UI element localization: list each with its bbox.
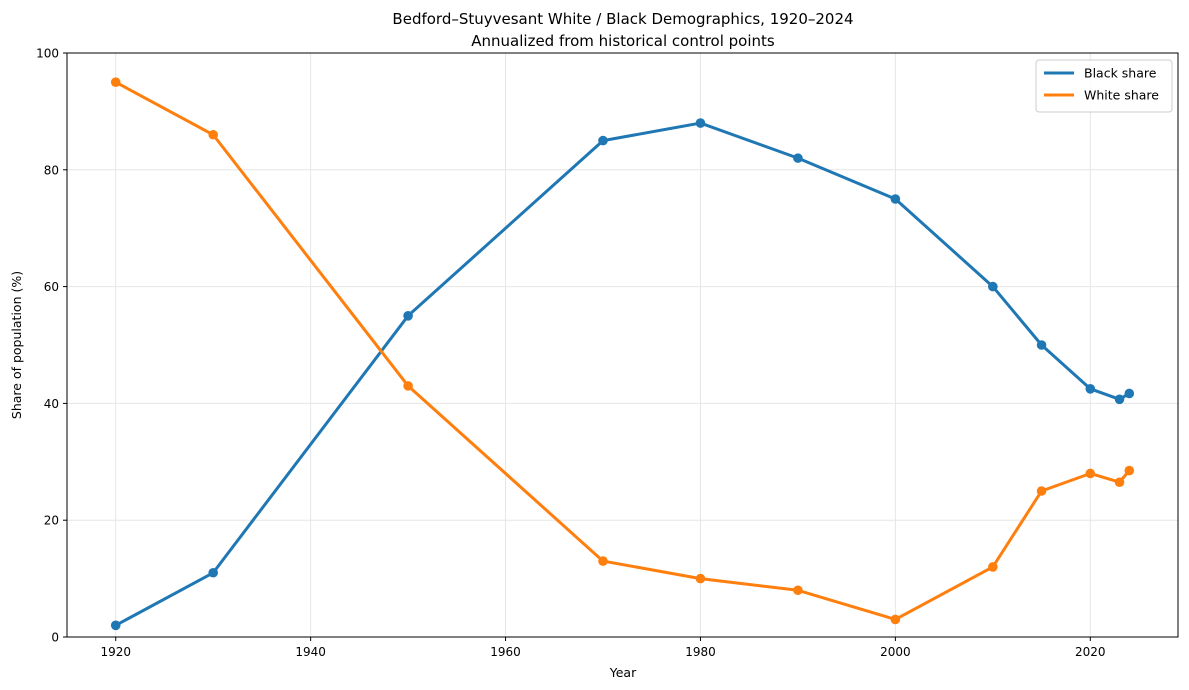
white-share-point <box>988 562 998 572</box>
white-share-point <box>1036 486 1047 496</box>
plot-frame <box>66 52 1179 638</box>
x-tick-label: 1940 <box>295 645 326 659</box>
white-share-point <box>793 585 803 596</box>
black-share-line <box>114 121 1131 627</box>
y-tick-label: 0 <box>51 631 59 645</box>
legend-label-black-share: Black share <box>1084 66 1157 81</box>
white-share-line <box>114 80 1131 621</box>
grid-lines <box>67 52 1178 638</box>
legend-label-white-share: White share <box>1084 88 1159 103</box>
black-share-point <box>890 194 901 204</box>
black-share-series <box>110 118 1135 631</box>
black-share-point <box>110 620 121 631</box>
axis-ticks: 1920 1940 1960 1980 2000 2020 0 20 40 60 80 100 <box>36 47 1105 660</box>
black-share-point <box>695 118 706 128</box>
x-tick-label: 2020 <box>1075 645 1106 659</box>
y-tick-label: 80 <box>44 163 59 177</box>
black-share-point <box>598 135 608 146</box>
black-share-point <box>1114 394 1125 405</box>
x-tick-label: 1980 <box>685 645 716 659</box>
y-tick-label: 40 <box>44 397 59 411</box>
black-share-point <box>793 153 803 163</box>
x-tick-label: 2000 <box>880 645 911 659</box>
x-axis-label: Year <box>609 665 637 680</box>
black-share-point <box>1085 384 1096 394</box>
black-share-point <box>208 567 218 578</box>
white-share-point <box>598 556 608 566</box>
white-share-point <box>695 573 706 584</box>
white-share-point <box>1085 468 1096 479</box>
white-share-point <box>890 614 901 625</box>
chart-subtitle: Annualized from historical control point… <box>471 32 775 50</box>
y-tick-label: 100 <box>36 47 59 61</box>
white-share-point <box>1124 465 1135 476</box>
black-share-point <box>1036 340 1047 350</box>
legend: Black share White share <box>1035 59 1173 113</box>
black-share-point <box>1124 388 1135 399</box>
black-share-point <box>403 311 413 321</box>
x-tick-label: 1960 <box>490 645 521 659</box>
white-share-series <box>110 77 1135 625</box>
white-share-point <box>403 381 413 391</box>
y-tick-label: 60 <box>44 280 59 294</box>
y-tick-label: 20 <box>44 514 59 528</box>
x-tick-label: 1920 <box>100 645 131 659</box>
chart-title: Bedford–Stuyvesant White / Black Demogra… <box>392 10 853 28</box>
white-share-point <box>208 129 218 140</box>
y-axis-label: Share of population (%) <box>9 271 24 419</box>
series-layer <box>110 77 1135 631</box>
black-share-point <box>988 281 998 292</box>
white-share-point <box>1114 477 1125 488</box>
white-share-point <box>110 77 121 87</box>
